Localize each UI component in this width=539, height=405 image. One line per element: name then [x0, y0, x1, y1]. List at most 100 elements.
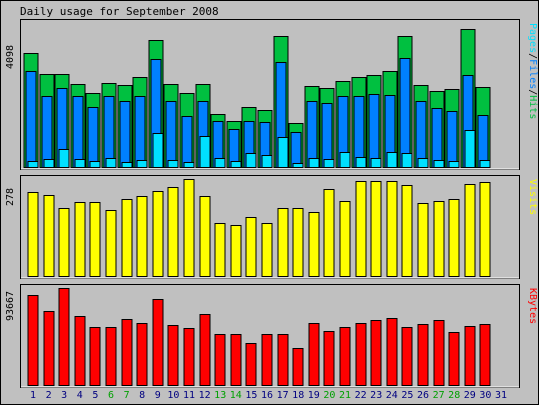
- y-max-label: 278: [5, 188, 16, 206]
- bar-files-day-22: [353, 96, 365, 168]
- bar-pages-day-18: [292, 163, 304, 168]
- day-labels-layer: 1 2 3 4 5 6 7 8 9 10 11 12 13 14 15 16 17 18 19 20 21 22 23 24 2…: [30, 390, 507, 401]
- bar-kbytes-day-11: [183, 328, 195, 386]
- bar-files-day-11: [181, 116, 193, 168]
- bar-pages-day-17: [277, 137, 289, 168]
- day-label: 9: [155, 390, 161, 401]
- bar-files-day-4: [72, 96, 84, 168]
- bar-visits-day-3: [58, 208, 70, 277]
- bar-kbytes-day-23: [370, 320, 382, 386]
- bar-files-day-25: [399, 58, 411, 168]
- bar-pages-day-6: [105, 158, 117, 168]
- legend-hits_files_pages: Pages/Files/Hits: [527, 23, 538, 119]
- y-max-label: 93667: [5, 291, 16, 321]
- bar-kbytes-day-26: [417, 324, 429, 386]
- bar-files-day-23: [368, 94, 380, 168]
- series-kbytes: [27, 288, 491, 386]
- legend-visits: Visits: [527, 179, 538, 215]
- panel-kbytes: 93667 KBytes: [5, 284, 538, 388]
- legend-kbytes: KBytes: [527, 288, 538, 324]
- day-label: 12: [199, 390, 211, 401]
- day-label: 26: [417, 390, 429, 401]
- bar-files-day-7: [119, 101, 131, 168]
- bar-files-day-30: [477, 115, 489, 168]
- bar-files-day-2: [41, 96, 53, 168]
- bar-pages-day-2: [43, 159, 55, 168]
- day-label: 22: [355, 390, 367, 401]
- bar-kbytes-day-8: [136, 323, 148, 386]
- day-label: 27: [433, 390, 445, 401]
- series-visits: [27, 179, 491, 277]
- bar-kbytes-day-13: [214, 334, 226, 386]
- bar-visits-day-8: [136, 196, 148, 277]
- day-label: 2: [46, 390, 52, 401]
- day-label: 23: [370, 390, 382, 401]
- bar-visits-day-9: [152, 191, 164, 277]
- bar-files-day-27: [431, 108, 443, 168]
- bar-kbytes-day-15: [245, 343, 257, 386]
- bar-files-day-1: [25, 71, 37, 168]
- bar-kbytes-day-12: [199, 314, 211, 386]
- day-label: 7: [124, 390, 130, 401]
- bar-visits-day-15: [245, 217, 257, 277]
- legend-entry: /: [527, 89, 538, 95]
- bar-visits-day-7: [121, 199, 133, 277]
- day-label: 4: [77, 390, 83, 401]
- bar-kbytes-day-1: [27, 295, 39, 386]
- bar-files-day-10: [165, 101, 177, 168]
- day-label: 5: [92, 390, 98, 401]
- chart-title: Daily usage for September 2008: [20, 5, 219, 18]
- bar-kbytes-day-20: [323, 331, 335, 386]
- bar-visits-day-23: [370, 181, 382, 277]
- bar-visits-day-26: [417, 203, 429, 277]
- bar-visits-day-16: [261, 223, 273, 277]
- bar-pages-day-24: [386, 152, 398, 168]
- bar-kbytes-day-14: [230, 334, 242, 386]
- day-label: 13: [214, 390, 226, 401]
- day-label: 11: [183, 390, 195, 401]
- day-label: 8: [139, 390, 145, 401]
- bar-pages-day-12: [199, 136, 211, 168]
- bar-pages-day-1: [27, 161, 39, 168]
- bar-pages-day-25: [401, 153, 413, 168]
- day-label: 30: [479, 390, 491, 401]
- bar-visits-day-17: [277, 208, 289, 277]
- bar-visits-day-10: [167, 187, 179, 277]
- bar-visits-day-4: [74, 202, 86, 277]
- bar-pages-day-15: [245, 153, 257, 168]
- day-label: 29: [464, 390, 476, 401]
- day-label: 1: [30, 390, 36, 401]
- day-label: 20: [323, 390, 335, 401]
- day-label: 25: [401, 390, 413, 401]
- day-label: 17: [277, 390, 289, 401]
- bar-kbytes-day-29: [464, 326, 476, 386]
- bar-pages-day-10: [167, 160, 179, 168]
- bar-files-day-26: [415, 101, 427, 168]
- legend-entry: Visits: [527, 179, 538, 215]
- day-label: 18: [292, 390, 304, 401]
- bar-files-day-19: [306, 101, 318, 168]
- bar-visits-day-25: [401, 185, 413, 277]
- bar-visits-day-21: [339, 201, 351, 277]
- bar-pages-day-26: [417, 158, 429, 168]
- bar-pages-day-11: [183, 162, 195, 168]
- day-label: 19: [308, 390, 320, 401]
- bar-kbytes-day-6: [105, 327, 117, 386]
- bar-kbytes-day-19: [308, 323, 320, 386]
- bar-files-day-20: [321, 103, 333, 168]
- bar-pages-day-23: [370, 158, 382, 168]
- bar-kbytes-day-4: [74, 316, 86, 386]
- bar-visits-day-22: [355, 181, 367, 277]
- day-label: 3: [61, 390, 67, 401]
- day-label: 28: [448, 390, 460, 401]
- bar-pages-day-8: [136, 160, 148, 168]
- bar-files-day-5: [87, 107, 99, 168]
- day-label: 14: [230, 390, 242, 401]
- bar-pages-day-7: [121, 162, 133, 168]
- bar-kbytes-day-17: [277, 334, 289, 386]
- day-label: 6: [108, 390, 114, 401]
- bar-pages-day-14: [230, 161, 242, 168]
